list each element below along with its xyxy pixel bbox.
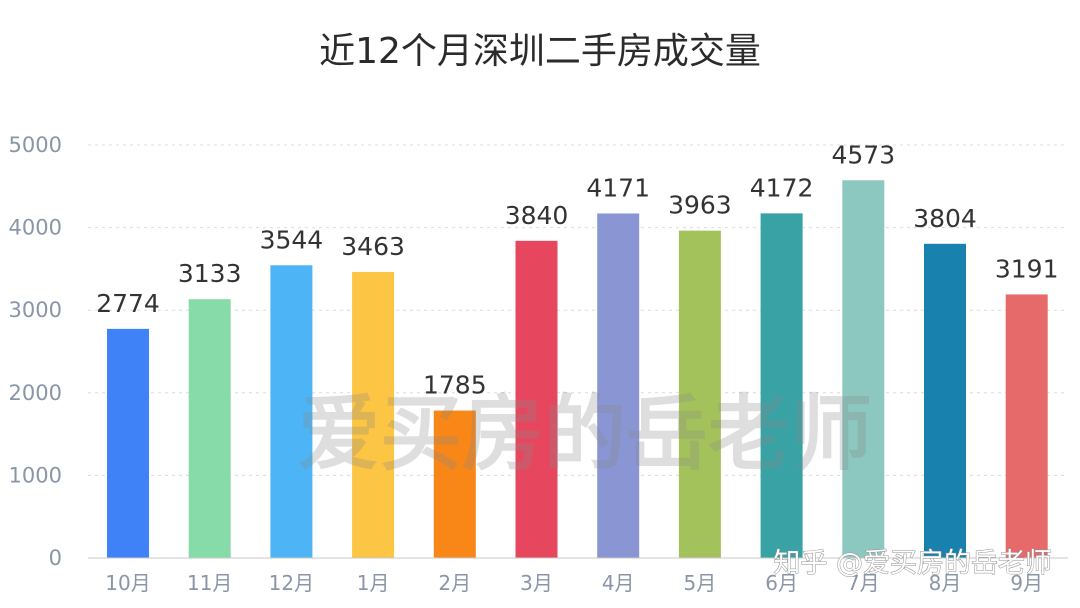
data-label: 3191 [995, 254, 1059, 283]
bar-10月 [107, 328, 149, 558]
bar-7月 [842, 180, 885, 558]
data-label: 2774 [96, 289, 160, 318]
y-axis-ticks: 0 1000 2000 3000 4000 5000 [9, 133, 62, 570]
data-label: 1785 [423, 371, 487, 400]
y-tick-label: 4000 [9, 216, 62, 240]
y-tick-label: 1000 [9, 463, 62, 487]
bar-1月 [352, 271, 395, 558]
data-label: 4573 [831, 140, 895, 169]
x-tick-label: 9月 [1010, 571, 1043, 595]
data-label: 3463 [341, 232, 405, 261]
gridlines [88, 144, 1068, 476]
x-tick-label: 11月 [187, 571, 232, 595]
corner-watermark: 知乎 @爱买房的岳老师 [773, 548, 1052, 579]
y-tick-label: 3000 [9, 298, 62, 322]
watermark: 爱买房的岳老师 [298, 387, 872, 482]
x-tick-label: 6月 [765, 571, 798, 595]
x-tick-label: 8月 [929, 571, 962, 595]
bars [107, 180, 1048, 559]
x-tick-label: 10月 [105, 571, 150, 595]
y-tick-label: 2000 [9, 381, 62, 405]
data-labels: 2774 3133 3544 3463 1785 3840 4171 3963 4172 4573… [96, 140, 1058, 399]
x-tick-label: 2月 [438, 571, 471, 595]
bar-3月 [515, 240, 558, 559]
bar-5月 [678, 230, 721, 559]
bar-9月 [1005, 294, 1048, 558]
y-tick-label: 5000 [9, 133, 62, 157]
x-tick-label: 4月 [602, 571, 635, 595]
data-label: 3544 [260, 225, 324, 254]
x-tick-label: 1月 [357, 571, 390, 595]
chart-title: 近12个月深圳二手房成交量 [319, 31, 761, 72]
data-label: 3804 [913, 204, 977, 233]
bar-6月 [760, 213, 803, 558]
bar-11月 [188, 299, 231, 558]
data-label: 4172 [750, 173, 814, 202]
bar-2月 [433, 410, 476, 558]
bar-12月 [270, 265, 313, 558]
data-label: 3963 [668, 191, 732, 220]
data-label: 3840 [505, 201, 569, 230]
data-label: 3133 [178, 259, 242, 288]
x-tick-label: 5月 [684, 571, 717, 595]
y-tick-label: 0 [49, 546, 62, 570]
bar-8月 [924, 243, 966, 558]
bar-4月 [597, 213, 640, 558]
x-tick-label: 3月 [520, 571, 553, 595]
x-tick-label: 12月 [269, 571, 314, 595]
x-axis-ticks: 10月 11月 12月 1月 2月 3月 4月 5月 6月 7月 8月 9月 [105, 571, 1043, 595]
x-tick-label: 7月 [847, 571, 880, 595]
data-label: 4171 [586, 173, 650, 202]
